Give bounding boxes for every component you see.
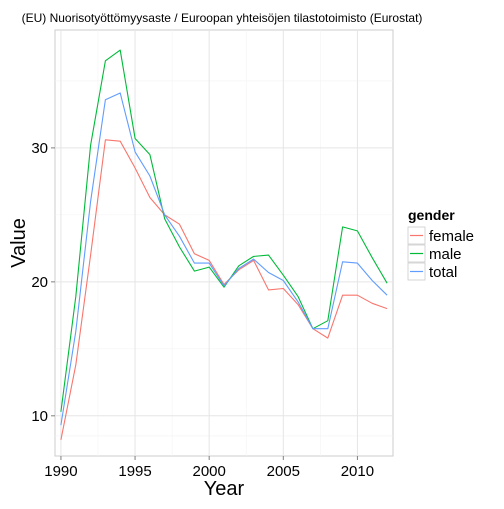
grid (55, 30, 393, 456)
x-tick-label: 1990 (44, 463, 77, 480)
y-tick-label: 10 (31, 408, 48, 425)
x-tick-label: 2000 (192, 463, 225, 480)
y-tick-label: 30 (31, 140, 48, 157)
y-tick-label: 20 (31, 274, 48, 291)
legend-label-female: female (429, 228, 474, 245)
legend-label-total: total (429, 264, 457, 281)
legend-item-male: male (407, 244, 462, 263)
y-axis: 10 20 30 (31, 140, 55, 425)
series-line-male (60, 49, 388, 412)
y-axis-title: Value (8, 218, 30, 268)
x-axis-title: Year (204, 478, 245, 500)
legend-label-male: male (429, 246, 462, 263)
series-line-total (60, 92, 388, 426)
x-tick-label: 1995 (118, 463, 151, 480)
series-lines (60, 49, 388, 441)
x-tick-label: 2005 (267, 463, 300, 480)
plot-panel (54, 29, 394, 457)
legend-title: gender (408, 207, 455, 223)
legend-item-total: total (407, 262, 457, 281)
legend-item-female: female (407, 226, 474, 245)
x-axis: 1990 1995 2000 2005 2010 (44, 456, 374, 480)
series-line-female (60, 139, 388, 441)
chart-title: (EU) Nuorisotyöttömyysaste / Euroopan yh… (22, 11, 423, 25)
x-tick-label: 2010 (341, 463, 374, 480)
